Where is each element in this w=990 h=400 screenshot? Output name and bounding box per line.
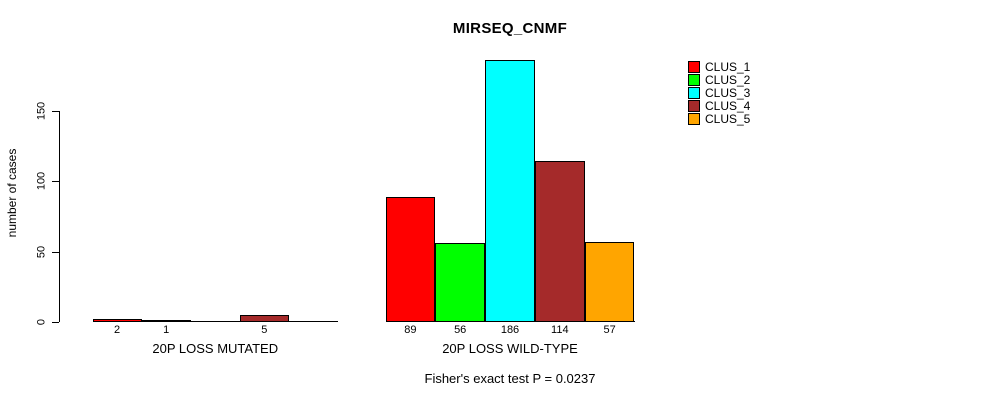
bar-value-label: 56 xyxy=(454,324,467,336)
y-axis-line xyxy=(59,110,60,322)
bar-clus-4 xyxy=(534,161,585,322)
bar-clus-2 xyxy=(435,243,486,322)
legend-swatch-clus-1 xyxy=(688,60,700,73)
bar-clus-2 xyxy=(141,320,191,322)
footnote: Fisher's exact test P = 0.0237 xyxy=(424,371,596,386)
legend-label: CLUS_1 xyxy=(705,59,751,74)
legend-label: CLUS_4 xyxy=(705,99,751,114)
bar-value-label: 57 xyxy=(603,324,616,336)
legend-label: CLUS_5 xyxy=(705,112,751,127)
legend-swatch-clus-2 xyxy=(688,73,700,86)
y-tick-mark xyxy=(52,322,59,323)
y-axis-label: number of cases xyxy=(5,148,19,238)
bar-value-label: 5 xyxy=(261,324,268,336)
y-tick-label: 100 xyxy=(35,171,48,191)
legend-swatch-clus-5 xyxy=(688,113,700,126)
legend-item: CLUS_1 xyxy=(688,60,750,73)
legend-item: CLUS_4 xyxy=(688,100,750,113)
chart-title: MIRSEQ_CNMF xyxy=(452,20,568,37)
group-label: 20P LOSS MUTATED xyxy=(152,341,279,356)
bar-clus-4 xyxy=(239,314,289,322)
bar-clus-1 xyxy=(92,319,142,322)
legend-item: CLUS_2 xyxy=(688,73,750,86)
y-tick-label: 50 xyxy=(35,245,48,258)
y-tick-label: 150 xyxy=(35,101,48,120)
legend-item: CLUS_5 xyxy=(688,113,750,126)
bar-clus-3 xyxy=(485,59,535,322)
bar-value-label: 186 xyxy=(500,324,520,336)
legend-swatch-clus-3 xyxy=(688,86,700,99)
bar-value-label: 1 xyxy=(163,324,170,336)
bar-clus-5 xyxy=(584,241,635,322)
legend-label: CLUS_2 xyxy=(705,72,751,87)
group-baseline xyxy=(92,321,338,322)
bar-value-label: 2 xyxy=(113,324,121,336)
legend-item: CLUS_3 xyxy=(688,86,750,99)
legend-swatch-clus-4 xyxy=(688,100,700,113)
y-tick-label: 0 xyxy=(35,318,48,326)
group-label: 20P LOSS WILD-TYPE xyxy=(442,341,578,356)
legend: CLUS_1 CLUS_2 CLUS_3 CLUS_4 CLUS_5 xyxy=(688,60,750,126)
y-tick-mark xyxy=(52,110,59,112)
legend-label: CLUS_3 xyxy=(705,85,751,100)
bar-clus-1 xyxy=(385,196,436,322)
y-tick-mark xyxy=(52,251,59,253)
y-tick-mark xyxy=(52,181,59,182)
bar-value-label: 114 xyxy=(551,324,569,336)
bar-value-label: 89 xyxy=(404,324,417,336)
